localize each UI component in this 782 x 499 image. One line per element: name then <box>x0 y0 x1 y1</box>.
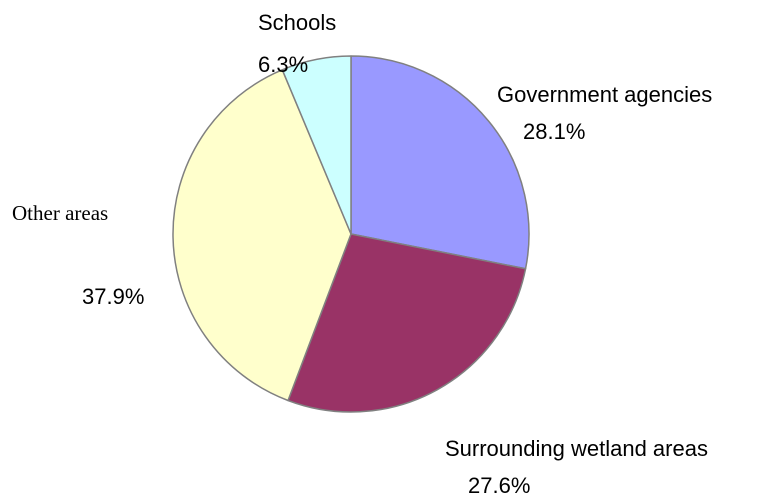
slice-other-areas <box>172 69 352 402</box>
slice-value-schools: 6.3% <box>258 52 309 77</box>
slice-schools <box>281 55 352 235</box>
slice-government-agencies <box>350 55 530 270</box>
slice-label-other-areas: Other areas <box>12 201 109 225</box>
slice-label-surrounding-wetland-areas: Surrounding wetland areas <box>445 436 708 461</box>
slice-value-government-agencies: 28.1% <box>523 119 586 144</box>
slice-surrounding-wetland-areas <box>287 233 527 413</box>
slice-label-government-agencies: Government agencies <box>497 82 713 107</box>
slice-value-other-areas: 37.9% <box>82 284 145 309</box>
slice-value-surrounding-wetland-areas: 27.6% <box>468 473 531 498</box>
slice-label-schools: Schools <box>258 10 337 35</box>
